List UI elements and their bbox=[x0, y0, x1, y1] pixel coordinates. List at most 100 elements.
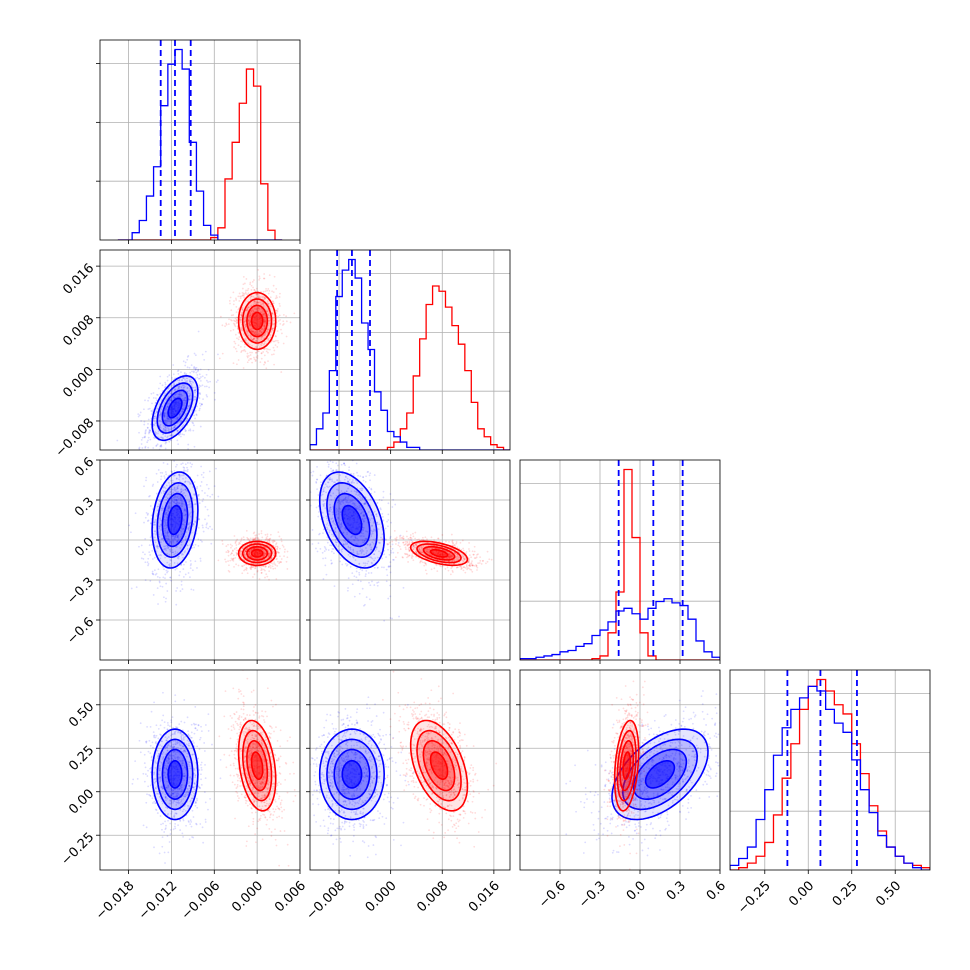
sample-point bbox=[266, 535, 269, 538]
sample-point bbox=[174, 489, 177, 492]
sample-point bbox=[162, 490, 165, 492]
sample-point bbox=[306, 530, 308, 532]
sample-point bbox=[180, 474, 183, 477]
sample-point bbox=[172, 488, 174, 491]
axes-frame bbox=[309, 249, 511, 451]
sample-point bbox=[197, 545, 200, 547]
sample-point bbox=[174, 535, 177, 538]
sample-point bbox=[282, 323, 285, 325]
sample-point bbox=[268, 553, 271, 556]
sample-point bbox=[319, 474, 322, 477]
sample-point bbox=[167, 537, 170, 540]
sample-point bbox=[389, 571, 392, 574]
sample-point bbox=[331, 470, 334, 473]
sample-point bbox=[144, 462, 146, 464]
sample-point bbox=[163, 455, 165, 457]
sample-point bbox=[265, 350, 268, 353]
sample-point bbox=[430, 536, 433, 539]
sample-point bbox=[364, 480, 367, 483]
sample-point bbox=[201, 353, 204, 356]
sample-point bbox=[141, 436, 144, 439]
sample-point bbox=[169, 504, 171, 507]
sample-point bbox=[163, 414, 166, 416]
sample-point bbox=[233, 548, 236, 550]
sample-point bbox=[282, 313, 285, 316]
plot-area bbox=[100, 250, 300, 464]
sample-point bbox=[157, 547, 159, 550]
sample-point bbox=[177, 393, 180, 396]
sample-point bbox=[314, 440, 316, 442]
sample-point bbox=[317, 494, 320, 496]
sample-point bbox=[178, 391, 181, 394]
sample-point bbox=[199, 485, 202, 487]
sample-point bbox=[183, 509, 186, 512]
sample-point bbox=[263, 296, 266, 299]
sample-point bbox=[247, 319, 250, 322]
sample-point bbox=[176, 501, 179, 504]
sample-point bbox=[265, 330, 268, 333]
sample-point bbox=[392, 551, 395, 554]
sample-point bbox=[147, 557, 150, 560]
sample-point bbox=[255, 293, 258, 296]
sample-point bbox=[205, 385, 208, 388]
sample-point bbox=[153, 530, 156, 533]
sample-point bbox=[251, 538, 254, 541]
sample-point bbox=[178, 387, 180, 390]
sample-point bbox=[176, 499, 179, 502]
sample-point bbox=[236, 327, 239, 330]
sample-point bbox=[243, 322, 246, 324]
sample-point bbox=[278, 314, 281, 317]
sample-point bbox=[170, 579, 173, 582]
y-tick-label: 0.6 bbox=[72, 455, 97, 480]
sample-point bbox=[238, 292, 241, 295]
sample-point bbox=[243, 545, 246, 548]
sample-point bbox=[181, 433, 184, 436]
sample-point bbox=[164, 408, 167, 410]
sample-point bbox=[177, 502, 180, 505]
sample-point bbox=[154, 412, 156, 415]
sample-point bbox=[266, 538, 269, 541]
sample-point bbox=[245, 278, 248, 280]
sample-point bbox=[197, 369, 200, 372]
sample-point bbox=[177, 429, 179, 432]
sample-point bbox=[267, 314, 270, 317]
sample-point bbox=[166, 379, 169, 382]
sample-point bbox=[253, 289, 256, 291]
sample-point bbox=[157, 432, 159, 435]
sample-point bbox=[383, 566, 385, 569]
sample-point bbox=[197, 368, 200, 371]
sample-point bbox=[177, 538, 180, 541]
sample-point bbox=[194, 367, 197, 370]
sample-point bbox=[166, 493, 169, 496]
sample-point bbox=[167, 546, 170, 549]
sample-point bbox=[240, 315, 243, 317]
sample-point bbox=[173, 417, 175, 420]
y-tick-label: 0.008 bbox=[60, 312, 97, 349]
sample-point bbox=[249, 334, 252, 337]
sample-point bbox=[253, 337, 256, 340]
sample-point bbox=[221, 352, 224, 355]
sample-point bbox=[277, 531, 280, 533]
sample-point bbox=[268, 565, 270, 568]
sample-point bbox=[160, 523, 162, 526]
sample-point bbox=[194, 520, 196, 523]
sample-point bbox=[170, 422, 172, 425]
sample-point bbox=[297, 495, 299, 497]
sample-point bbox=[171, 549, 174, 551]
sample-point bbox=[181, 505, 184, 507]
sample-point bbox=[169, 562, 172, 565]
sample-point bbox=[246, 289, 249, 292]
sample-point bbox=[164, 421, 167, 423]
sample-point bbox=[172, 538, 174, 541]
sample-point bbox=[184, 514, 187, 517]
sample-point bbox=[184, 488, 187, 490]
sample-point bbox=[187, 398, 190, 401]
sample-point bbox=[247, 318, 250, 321]
sample-point bbox=[173, 474, 176, 477]
sample-point bbox=[200, 481, 203, 483]
sample-point bbox=[166, 526, 168, 529]
sample-point bbox=[241, 311, 243, 314]
sample-point bbox=[272, 291, 275, 294]
sample-point bbox=[181, 588, 184, 590]
sample-point bbox=[158, 414, 161, 417]
